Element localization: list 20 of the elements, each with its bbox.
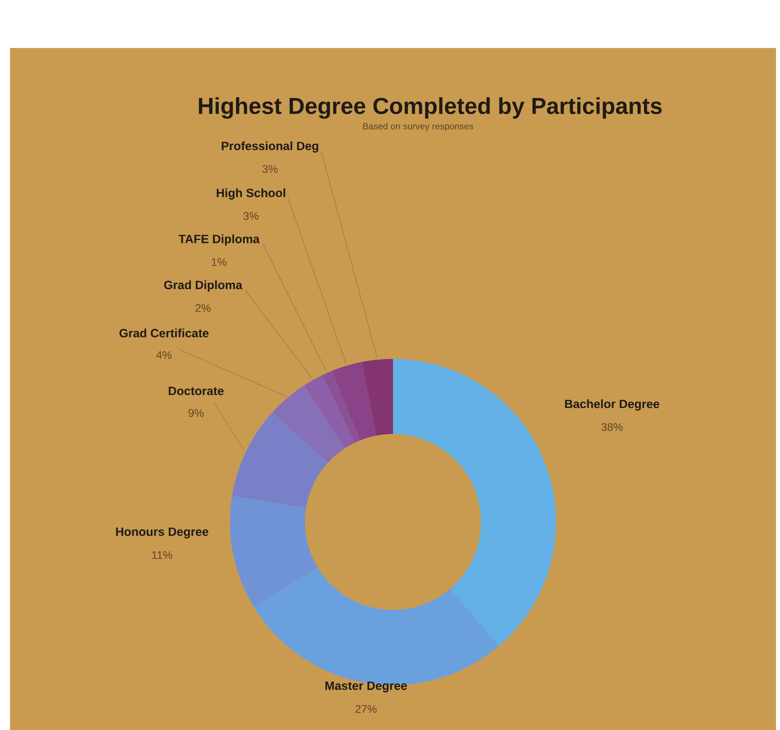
slice-label: Doctorate (168, 386, 224, 396)
slice-label: High School (216, 188, 286, 200)
data-label: 9% (188, 409, 204, 417)
slice-label: Professional Deg (222, 141, 318, 153)
data-label: 38% (601, 423, 623, 431)
data-label: 3% (243, 212, 259, 220)
slice-label: Grad Certificate (119, 328, 209, 338)
data-label: 1% (212, 258, 227, 266)
slice-label: Bachelor Degree (565, 399, 660, 411)
slice-label: Master Degree (325, 682, 407, 692)
data-label: 3% (262, 165, 278, 173)
data-label: 4% (156, 351, 172, 359)
data-label: 2% (196, 304, 211, 312)
data-label: 27% (356, 705, 377, 713)
slice-label: Honours Degree (116, 528, 208, 538)
slice-label: Grad Diploma (164, 280, 242, 292)
chart-subtitle: Based on survey responses (363, 122, 474, 132)
slice-label: TAFE Diploma (178, 234, 260, 246)
chart-title: Highest Degree Completed by Participants (198, 97, 662, 119)
data-label: 11% (152, 551, 172, 559)
